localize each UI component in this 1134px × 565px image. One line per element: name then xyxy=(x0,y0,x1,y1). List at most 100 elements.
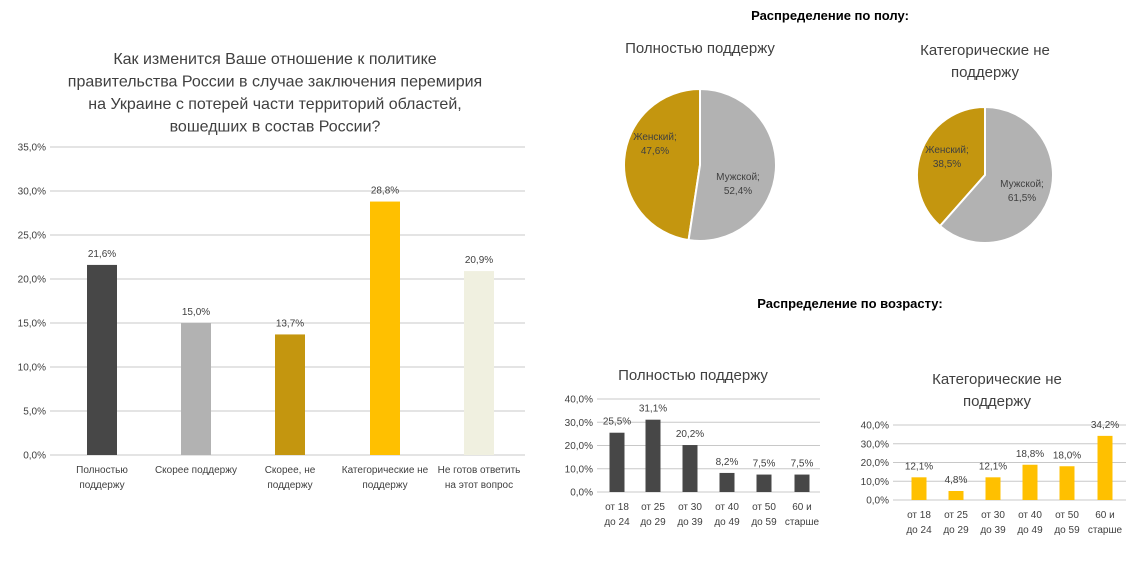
bar xyxy=(985,477,1001,500)
x-tick-label: на этот вопрос xyxy=(445,480,513,491)
data-label: 25,5% xyxy=(603,417,631,428)
bar xyxy=(609,432,625,492)
pie-label-value: 47,6% xyxy=(641,146,669,157)
y-tick-label: 30,0% xyxy=(18,187,46,198)
data-label: 20,2% xyxy=(676,429,704,440)
bar xyxy=(275,334,305,455)
pie-label-name: Мужской; xyxy=(1000,179,1044,190)
data-label: 34,2% xyxy=(1091,420,1119,431)
pie-title: поддержу xyxy=(951,64,1020,81)
y-tick-label: 5,0% xyxy=(23,407,46,418)
y-tick-label: 0,0% xyxy=(23,451,46,462)
chart-title: поддержу xyxy=(963,393,1032,410)
chart-title: на Украине с потерей части территорий об… xyxy=(88,96,461,113)
pie-slice-Женский xyxy=(916,105,986,228)
x-tick-label: до 49 xyxy=(714,517,740,528)
x-tick-label: Не готов ответить xyxy=(438,465,521,476)
pie-slice-Мужской xyxy=(938,105,1054,244)
bar xyxy=(756,474,772,492)
bar xyxy=(87,264,117,455)
x-tick-label: Полностью xyxy=(76,465,128,476)
x-tick-label: поддержу xyxy=(362,480,407,491)
x-tick-label: от 25 xyxy=(944,510,968,521)
data-label: 12,1% xyxy=(905,461,933,472)
x-tick-label: от 18 xyxy=(907,510,931,521)
bar xyxy=(1022,464,1038,500)
data-label: 8,2% xyxy=(716,457,739,468)
chart-title: Категорические не xyxy=(932,371,1062,388)
data-label: 7,5% xyxy=(753,459,776,470)
x-tick-label: от 18 xyxy=(605,502,629,513)
chart-title: вошедших в состав России? xyxy=(170,119,381,136)
y-tick-label: 40,0% xyxy=(565,395,593,406)
bar xyxy=(719,472,735,492)
bar xyxy=(948,491,964,500)
x-tick-label: до 29 xyxy=(640,517,666,528)
y-tick-label: 10,0% xyxy=(861,477,889,488)
x-tick-label: от 40 xyxy=(715,502,739,513)
section-title-age: Распределение по возрасту: xyxy=(757,296,942,311)
y-tick-label: 0,0% xyxy=(570,488,593,499)
y-tick-label: 30,0% xyxy=(565,418,593,429)
x-tick-label: до 24 xyxy=(604,517,630,528)
pie-label-value: 38,5% xyxy=(933,159,961,170)
pie-slice-Женский xyxy=(623,87,701,242)
x-tick-label: до 39 xyxy=(980,525,1006,536)
chart-title: Как изменится Ваше отношение к политике xyxy=(113,51,436,68)
data-label: 4,8% xyxy=(945,475,968,486)
data-label: 31,1% xyxy=(639,404,667,415)
y-tick-label: 20,0% xyxy=(861,458,889,469)
x-tick-label: от 30 xyxy=(678,502,702,513)
data-label: 12,1% xyxy=(979,461,1007,472)
x-tick-label: от 50 xyxy=(1055,510,1079,521)
data-label: 13,7% xyxy=(276,318,304,329)
bar xyxy=(794,474,810,492)
y-tick-label: 30,0% xyxy=(861,439,889,450)
y-tick-label: 10,0% xyxy=(18,363,46,374)
x-tick-label: поддержу xyxy=(267,480,312,491)
pie-label-name: Мужской; xyxy=(716,172,760,183)
x-tick-label: Скорее поддержу xyxy=(155,465,237,476)
x-tick-label: Категорические не xyxy=(342,465,429,476)
x-tick-label: старше xyxy=(1088,525,1123,536)
y-tick-label: 0,0% xyxy=(866,496,889,507)
bar xyxy=(370,201,400,455)
pie-label-name: Женский; xyxy=(925,145,969,156)
data-label: 7,5% xyxy=(791,459,814,470)
section-title-gender: Распределение по полу: xyxy=(751,8,909,23)
pie-label-name: Женский; xyxy=(633,132,677,143)
data-label: 28,8% xyxy=(371,186,399,197)
x-tick-label: от 50 xyxy=(752,502,776,513)
bar xyxy=(1097,435,1113,500)
data-label: 21,6% xyxy=(88,249,116,260)
y-tick-label: 40,0% xyxy=(861,421,889,432)
y-tick-label: 15,0% xyxy=(18,319,46,330)
pie-label-value: 61,5% xyxy=(1008,193,1036,204)
x-tick-label: до 39 xyxy=(677,517,703,528)
x-tick-label: до 29 xyxy=(943,525,969,536)
x-tick-label: до 59 xyxy=(751,517,777,528)
x-tick-label: 60 и xyxy=(1095,510,1115,521)
pie-title: Категорические не xyxy=(920,42,1050,59)
y-tick-label: 25,0% xyxy=(18,231,46,242)
x-tick-label: от 25 xyxy=(641,502,665,513)
chart-title: Полностью поддержу xyxy=(618,367,768,384)
bar xyxy=(464,271,494,455)
x-tick-label: от 30 xyxy=(981,510,1005,521)
x-tick-label: от 40 xyxy=(1018,510,1042,521)
bar xyxy=(1059,466,1075,500)
bar xyxy=(911,477,927,500)
pie-label-value: 52,4% xyxy=(724,186,752,197)
data-label: 18,8% xyxy=(1016,449,1044,460)
data-label: 20,9% xyxy=(465,255,493,266)
y-tick-label: 20,0% xyxy=(565,441,593,452)
bar xyxy=(645,419,661,492)
y-tick-label: 35,0% xyxy=(18,143,46,154)
chart-title: правительства России в случае заключения… xyxy=(68,74,482,91)
pie-slice-Мужской xyxy=(687,87,777,242)
x-tick-label: 60 и xyxy=(792,502,812,513)
data-label: 15,0% xyxy=(182,307,210,318)
x-tick-label: старше xyxy=(785,517,820,528)
